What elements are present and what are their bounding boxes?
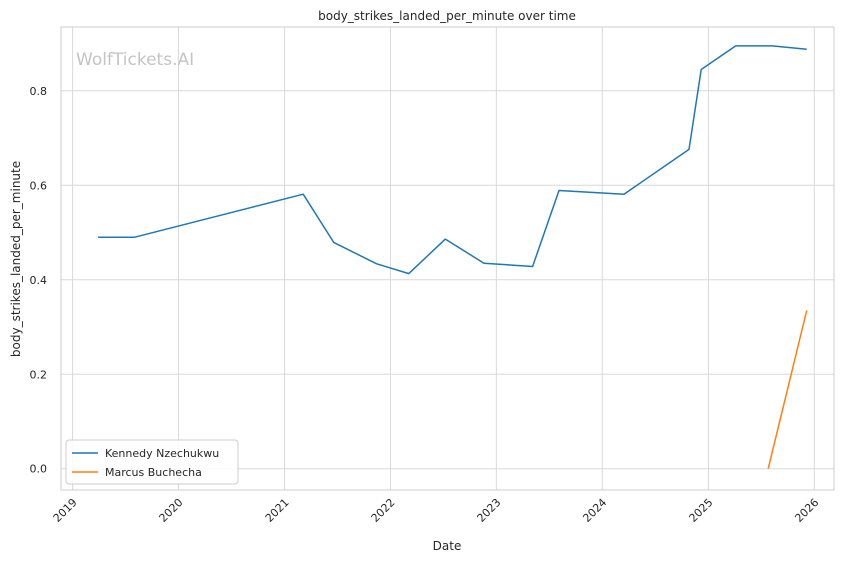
watermark: WolfTickets.AI: [76, 50, 194, 70]
x-tick-label: 2019: [51, 496, 80, 525]
y-tick-labels: 0.0 0.2 0.4 0.6 0.8: [30, 85, 48, 476]
legend-box: [65, 439, 239, 485]
series-line-2: [767, 310, 808, 469]
series-layer: [98, 45, 808, 469]
x-axis-title: Date: [433, 539, 462, 553]
grid: [61, 27, 834, 490]
x-tick-label: 2026: [792, 496, 821, 525]
x-tick-label: 2021: [263, 496, 292, 525]
chart-title: body_strikes_landed_per_minute over time: [318, 9, 576, 23]
y-tick-label: 0.0: [30, 463, 48, 476]
y-axis-title: body_strikes_landed_per_minute: [9, 161, 23, 357]
legend: Kennedy Nzechukwu Marcus Buchecha: [65, 439, 239, 485]
x-tick-labels: 2019 2020 2021 2022 2023 2024 2025 2026: [51, 496, 822, 525]
series-line-1: [98, 45, 807, 275]
x-tick-label: 2025: [687, 496, 716, 525]
y-tick-label: 0.8: [30, 85, 48, 98]
x-tick-label: 2023: [475, 496, 504, 525]
x-tick-label: 2024: [580, 496, 609, 525]
y-tick-label: 0.4: [30, 274, 48, 287]
x-tick-label: 2020: [157, 496, 186, 525]
legend-label: Marcus Buchecha: [105, 466, 202, 479]
y-tick-label: 0.6: [30, 179, 48, 192]
x-tick-label: 2022: [369, 496, 398, 525]
y-tick-label: 0.2: [30, 368, 48, 381]
legend-label: Kennedy Nzechukwu: [105, 447, 219, 460]
plot-frame: [60, 26, 835, 491]
